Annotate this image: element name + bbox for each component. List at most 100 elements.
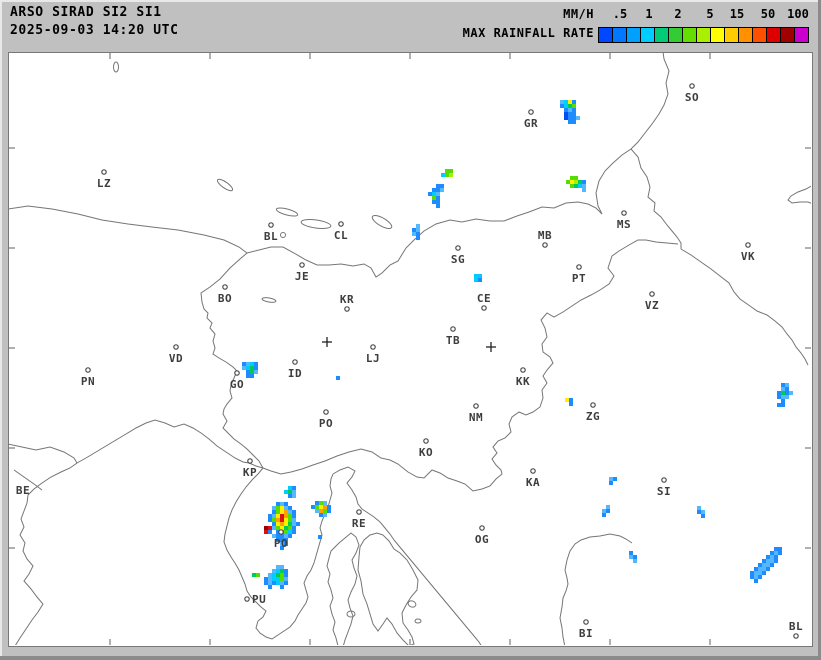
colorbar-cell [767, 28, 781, 42]
lake-outline [216, 178, 234, 192]
echo-una-streak [770, 559, 774, 563]
echo-istria-main [268, 526, 272, 530]
echo-istria-dot [318, 535, 322, 539]
station-label: PO [274, 537, 288, 550]
echo-si-3 [697, 506, 701, 510]
echo-istria-main [280, 522, 284, 526]
echo-istria-main [276, 518, 280, 522]
echo-istria-main [276, 538, 280, 542]
echo-graz [576, 116, 580, 120]
station-marker [528, 109, 534, 115]
echo-istria-main [272, 510, 276, 514]
scale-tick: .5 [612, 7, 628, 21]
echo-gorica [246, 370, 250, 374]
station-marker [423, 438, 429, 444]
echo-istria-main [272, 518, 276, 522]
echo-zg-dot [569, 398, 573, 402]
echo-istria-e [319, 501, 323, 505]
echo-istria-main [280, 546, 284, 550]
echo-mura [570, 184, 574, 188]
echo-istria-e [315, 509, 319, 513]
echo-una-streak [758, 571, 762, 575]
station-label: BO [218, 292, 232, 305]
echo-istria-main [276, 502, 280, 506]
alps-border [9, 205, 248, 254]
echo-istria-main [280, 506, 284, 510]
echo-una-streak [762, 563, 766, 567]
echo-istria-s [280, 569, 284, 573]
echo-istria-main [264, 530, 268, 534]
colorbar-cell [697, 28, 711, 42]
echo-istria-e [311, 505, 315, 509]
lake-outline [275, 207, 299, 217]
station-label: CL [334, 229, 348, 242]
echo-una-streak [774, 547, 778, 551]
station-label: RE [352, 517, 366, 530]
station-marker [356, 509, 362, 515]
colorbar-cell [711, 28, 725, 42]
echo-istria-main [292, 518, 296, 522]
echo-una-streak [774, 555, 778, 559]
lake-outline [300, 219, 332, 229]
station-marker [689, 83, 695, 89]
ne-border [595, 53, 670, 215]
echo-istria-e [315, 505, 319, 509]
station-label: BI [579, 627, 593, 640]
echo-mura [570, 180, 574, 184]
station-label: BL [264, 230, 278, 243]
station-label: KR [340, 293, 354, 306]
echo-graz [560, 100, 564, 104]
echo-koroska-1 [449, 173, 453, 177]
echo-koroska-2 [432, 200, 436, 204]
station-label: GO [230, 378, 244, 391]
echo-graz [568, 104, 572, 108]
echo-si-3 [697, 510, 701, 514]
station-marker [344, 306, 350, 312]
echo-koroska-2 [436, 188, 440, 192]
echo-gorica [246, 366, 250, 370]
echo-istria-main [276, 534, 280, 538]
echo-graz [564, 112, 568, 116]
echo-una-streak [754, 575, 758, 579]
croatia-coast [332, 466, 482, 645]
station-marker [222, 284, 228, 290]
station-marker [101, 169, 107, 175]
velebit-coast [559, 533, 633, 645]
echo-graz [560, 104, 564, 108]
echo-drava [416, 224, 420, 228]
echo-bj-streak [777, 395, 781, 399]
echo-istria-main [288, 510, 292, 514]
colorbar-cell [683, 28, 697, 42]
lagoon-bar [13, 469, 43, 491]
station-marker [234, 370, 240, 376]
echo-istria-main [292, 526, 296, 530]
echo-mura [570, 176, 574, 180]
scale-tick: 100 [787, 7, 809, 21]
product-title: ARSO SIRAD SI2 SI1 [10, 5, 162, 20]
echo-istria-s [268, 585, 272, 589]
echo-celje [478, 274, 482, 278]
echo-istria-e [327, 505, 331, 509]
echo-si-3 [701, 514, 705, 518]
colorbar-cell [725, 28, 739, 42]
echo-drava [412, 228, 416, 232]
station-label: VZ [645, 299, 659, 312]
station-label: ZG [586, 410, 600, 423]
station-label: BL [789, 620, 803, 633]
echo-istria-main [276, 514, 280, 518]
echo-istria-s [276, 581, 280, 585]
echo-istria-main [288, 522, 292, 526]
echo-koroska-1 [445, 173, 449, 177]
echo-istria-n [288, 494, 292, 498]
scale-tick: 1 [645, 7, 653, 21]
station-marker [244, 596, 250, 602]
echo-istria-e [327, 509, 331, 513]
station-label: SG [451, 253, 465, 266]
lake-outline [261, 297, 277, 303]
colorbar-cell [627, 28, 641, 42]
echo-una-1 [633, 559, 637, 563]
echo-bj-streak [777, 391, 781, 395]
echo-istria-e [319, 505, 323, 509]
station-marker [323, 409, 329, 415]
station-label: LZ [97, 177, 111, 190]
